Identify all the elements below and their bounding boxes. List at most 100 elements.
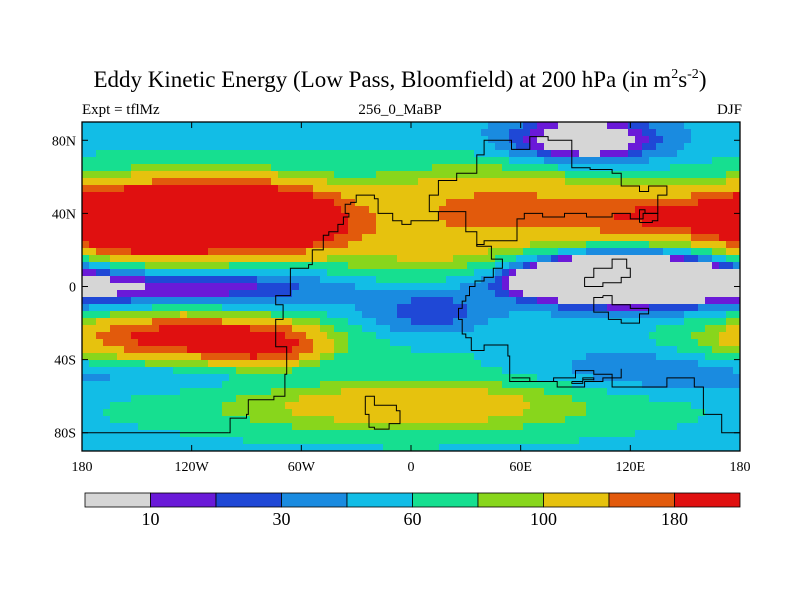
heatmap-cell [138, 339, 300, 347]
heatmap-cell [334, 416, 489, 424]
heatmap-cell [89, 262, 111, 270]
heatmap-cell [509, 136, 524, 144]
chart-title: Eddy Kinetic Energy (Low Pass, Bloomfiel… [0, 66, 800, 94]
heatmap-cell [180, 311, 188, 319]
heatmap-cell [376, 213, 440, 221]
heatmap-cell [257, 276, 321, 284]
heatmap-cell [446, 220, 643, 228]
heatmap-cell [523, 290, 740, 298]
heatmap-cell [82, 262, 90, 270]
heatmap-cell [376, 171, 566, 179]
heatmap-cell [236, 367, 293, 375]
heatmap-cell [488, 283, 503, 291]
heatmap-cell [82, 409, 104, 417]
heatmap-cell [411, 346, 678, 354]
heatmap-cell [299, 353, 321, 361]
heatmap-cell [110, 325, 160, 333]
heatmap-cell [607, 388, 740, 396]
heatmap-cell [82, 255, 90, 263]
heatmap-cell [719, 234, 740, 242]
heatmap-cell [642, 220, 740, 228]
heatmap-cell [509, 290, 524, 298]
heatmap-cell [558, 297, 706, 305]
heatmap-cell [726, 178, 740, 186]
heatmap-cell [320, 276, 377, 284]
heatmap-cell [131, 297, 412, 305]
heatmap-cell [292, 346, 314, 354]
colorbar-swatch [674, 492, 741, 508]
colorbar-swatch [281, 492, 348, 508]
heatmap-cell [509, 157, 545, 165]
colorbar-label: 10 [142, 509, 160, 529]
heatmap-cell [712, 248, 727, 256]
heatmap-cell [502, 164, 559, 172]
heatmap-cell [82, 283, 146, 291]
heatmap-cell [635, 206, 740, 214]
heatmap-cell [698, 304, 740, 312]
heatmap-cell [236, 395, 300, 403]
heatmap-cell [719, 332, 740, 340]
heatmap-cell [558, 122, 608, 130]
heatmap-cell [82, 346, 125, 354]
heatmap-cell [488, 248, 524, 256]
heatmap-cell [677, 150, 740, 158]
y-tick-label: 40N [52, 207, 76, 222]
colorbar-swatch [84, 492, 151, 508]
heatmap-cell [292, 423, 524, 431]
heatmap-cell [502, 381, 573, 389]
heatmap-cell [453, 318, 489, 326]
heatmap-cell [544, 143, 629, 151]
heatmap-cell [509, 129, 531, 137]
heatmap-cell [110, 374, 230, 382]
heatmap-cell [110, 255, 328, 263]
heatmap-cell [82, 164, 132, 172]
heatmap-cell [348, 346, 412, 354]
heatmap-cell [481, 129, 510, 137]
heatmap-cell [516, 255, 538, 263]
heatmap-cell [82, 136, 489, 144]
heatmap-cell [82, 178, 153, 186]
heatmap-cell [656, 143, 685, 151]
heatmap-cell [726, 311, 740, 319]
heatmap-cell [733, 367, 740, 375]
heatmap-cell [488, 416, 566, 424]
heatmap-cell [278, 171, 335, 179]
heatmap-cell [82, 388, 181, 396]
heatmap-cell [698, 199, 740, 207]
heatmap-cell [712, 262, 720, 270]
heatmap-cell [726, 241, 740, 249]
heatmap-cell [82, 269, 97, 277]
heatmap-cell [467, 311, 510, 319]
heatmap-cell [656, 339, 699, 347]
heatmap-cell [82, 311, 111, 319]
heatmap-cell [320, 381, 503, 389]
heatmap-cell [180, 388, 272, 396]
y-tick-label: 40S [54, 354, 76, 369]
colorbar-label: 180 [661, 509, 688, 529]
heatmap-cell [481, 276, 496, 284]
heatmap-cell [474, 192, 538, 200]
heatmap-cell [656, 325, 706, 333]
heatmap-cell [530, 241, 587, 249]
colorbar-label: 60 [404, 509, 422, 529]
heatmap-cell [537, 297, 559, 305]
coastline [511, 368, 622, 382]
heatmap-cell [446, 276, 482, 284]
heatmap-cell [516, 297, 538, 305]
heatmap-cell [145, 269, 328, 277]
heatmap-cell [355, 304, 398, 312]
x-tick-label: 60E [509, 460, 532, 475]
heatmap-cell [537, 136, 636, 144]
heatmap-cell [656, 353, 706, 361]
heatmap-cell [82, 171, 132, 179]
heatmap-cell [292, 409, 524, 417]
heatmap-cell [285, 402, 531, 410]
heatmap-cell [334, 234, 363, 242]
heatmap-cell [327, 178, 419, 186]
heatmap-cell [502, 269, 510, 277]
heatmap-cell [397, 304, 468, 312]
heatmap-cell [726, 248, 740, 256]
colorbar-swatch [543, 492, 610, 508]
heatmap-cell [726, 171, 740, 179]
